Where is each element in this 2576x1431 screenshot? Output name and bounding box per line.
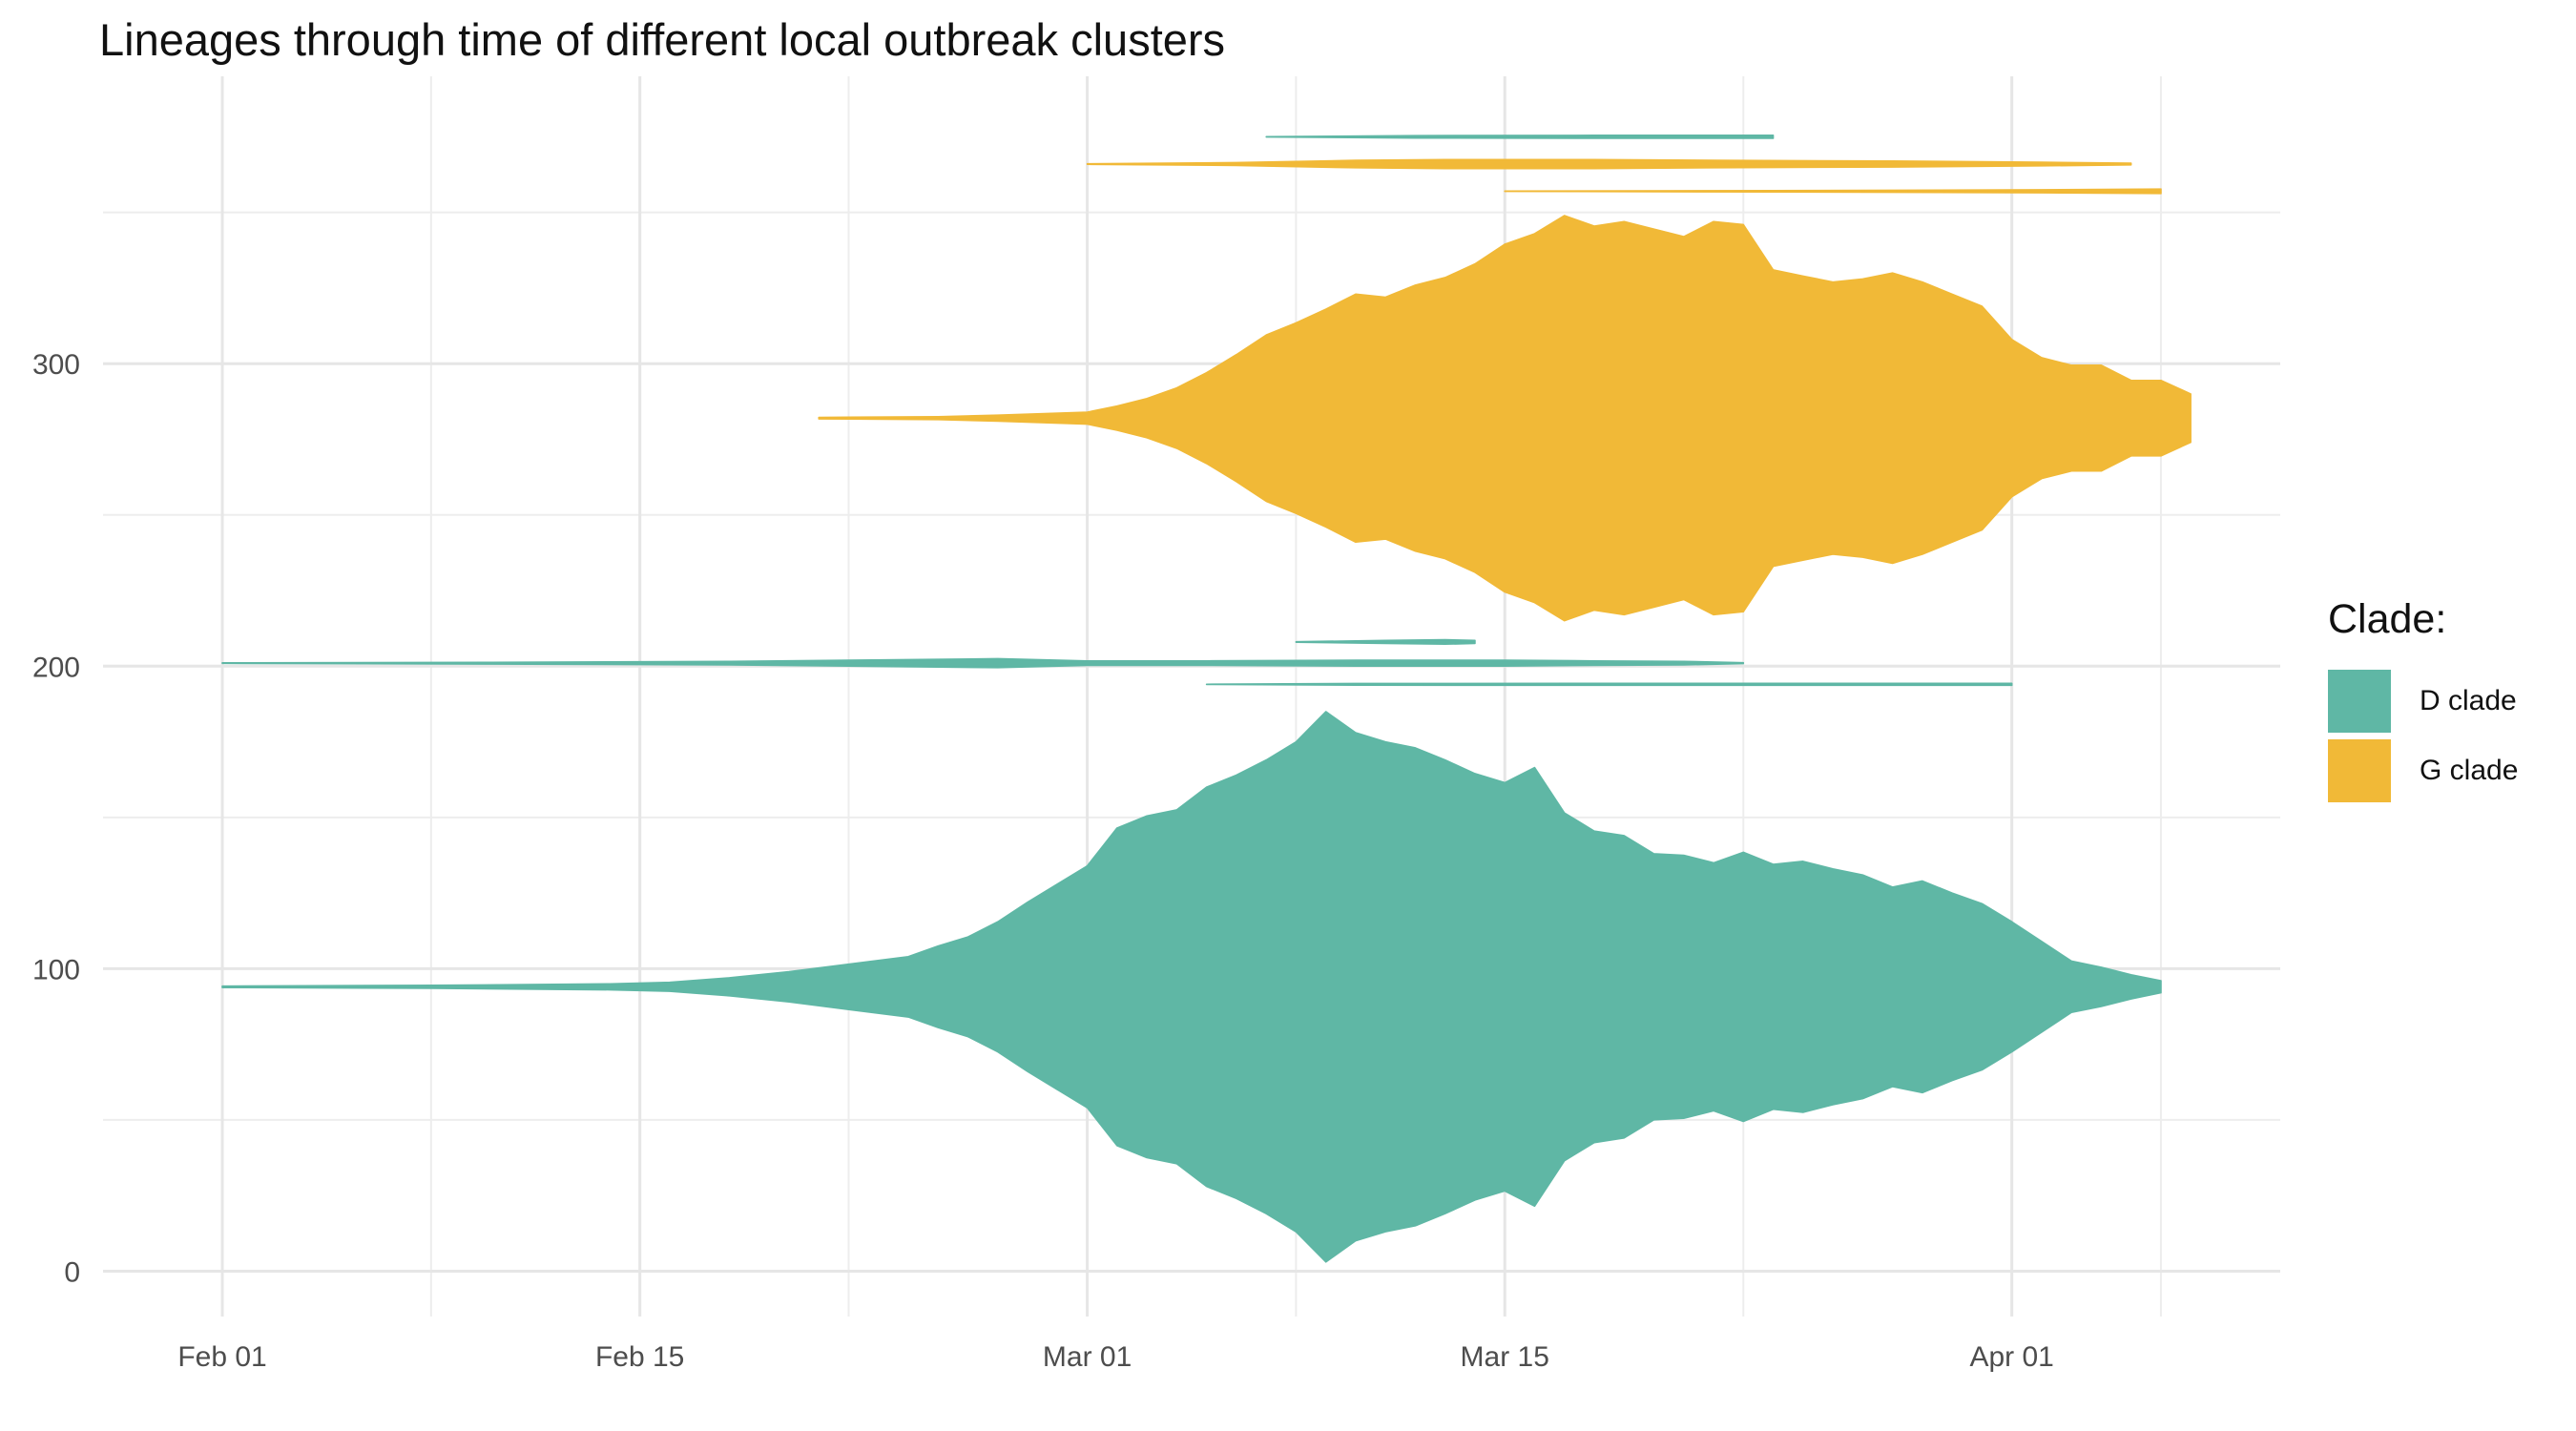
y-tick-label: 100	[32, 954, 80, 985]
lineage-area-d-2	[221, 657, 1745, 669]
lineage-area-d-5	[1265, 135, 1775, 139]
x-tick-label: Feb 15	[595, 1341, 684, 1373]
legend-swatch-d-clade	[2328, 670, 2391, 733]
legend-label-g-clade: G clade	[2420, 755, 2519, 786]
lineage-area-d-3	[1295, 638, 1476, 646]
x-tick-label: Mar 15	[1461, 1341, 1549, 1373]
lineage-areas	[221, 135, 2192, 1263]
x-axis-tick-labels: Feb 01 Feb 15 Mar 01 Mar 15 Apr 01	[177, 1341, 2054, 1373]
chart-title: Lineages through time of different local…	[99, 14, 1226, 65]
y-tick-label: 0	[64, 1256, 80, 1288]
legend-title: Clade:	[2328, 596, 2447, 642]
major-gridlines	[103, 76, 2280, 1317]
lineage-area-g-7	[1504, 188, 2162, 195]
legend-item-d-clade: D clade	[2328, 668, 2518, 735]
legend-swatch-g-clade	[2328, 739, 2391, 802]
lineage-area-g-1	[818, 215, 2192, 622]
lineage-area-d-4	[1205, 682, 2013, 687]
lineage-area-g-6	[1086, 158, 2132, 170]
legend: Clade: D clade G clade	[2328, 596, 2518, 807]
legend-item-g-clade: G clade	[2328, 737, 2518, 804]
x-tick-label: Apr 01	[1969, 1341, 2053, 1373]
x-tick-label: Feb 01	[177, 1341, 266, 1373]
y-tick-label: 300	[32, 349, 80, 381]
y-axis-tick-labels: 0 100 200 300	[32, 349, 80, 1288]
x-tick-label: Mar 01	[1043, 1341, 1132, 1373]
y-tick-label: 200	[32, 652, 80, 683]
lineage-area-d-0	[221, 711, 2162, 1263]
legend-label-d-clade: D clade	[2420, 685, 2517, 716]
